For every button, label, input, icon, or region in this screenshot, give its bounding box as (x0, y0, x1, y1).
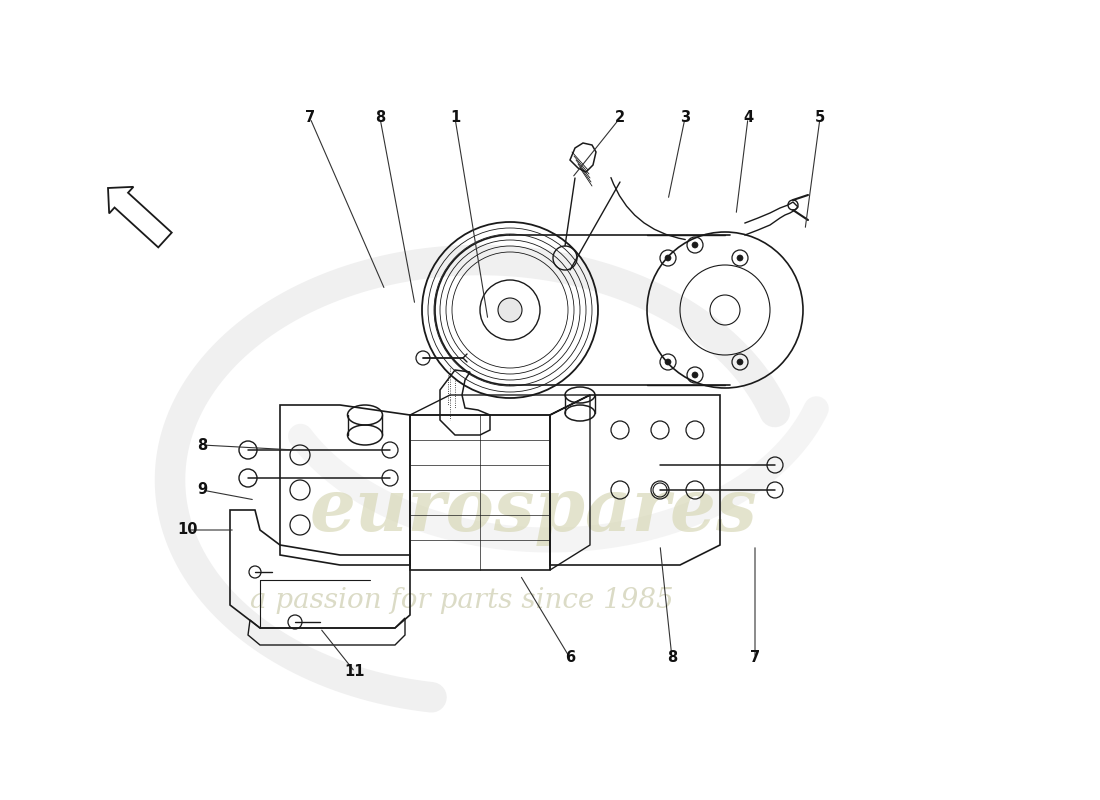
Circle shape (666, 255, 671, 261)
Text: 9: 9 (197, 482, 207, 498)
Circle shape (666, 359, 671, 365)
Circle shape (498, 298, 522, 322)
Text: a passion for parts since 1985: a passion for parts since 1985 (250, 586, 673, 614)
Text: 7: 7 (750, 650, 760, 666)
Text: 5: 5 (815, 110, 825, 126)
Text: 8: 8 (667, 650, 678, 666)
Polygon shape (108, 187, 172, 247)
Circle shape (737, 359, 742, 365)
Text: 1: 1 (450, 110, 460, 126)
Text: 11: 11 (344, 665, 365, 679)
Circle shape (737, 255, 742, 261)
Text: 4: 4 (742, 110, 754, 126)
Text: 8: 8 (197, 438, 207, 453)
Circle shape (692, 372, 698, 378)
Text: eurospares: eurospares (310, 474, 758, 546)
Text: 3: 3 (680, 110, 690, 126)
Text: 6: 6 (565, 650, 575, 666)
Text: 10: 10 (178, 522, 198, 538)
Circle shape (692, 242, 698, 248)
Text: 8: 8 (375, 110, 385, 126)
Text: 7: 7 (305, 110, 315, 126)
Text: 2: 2 (615, 110, 625, 126)
